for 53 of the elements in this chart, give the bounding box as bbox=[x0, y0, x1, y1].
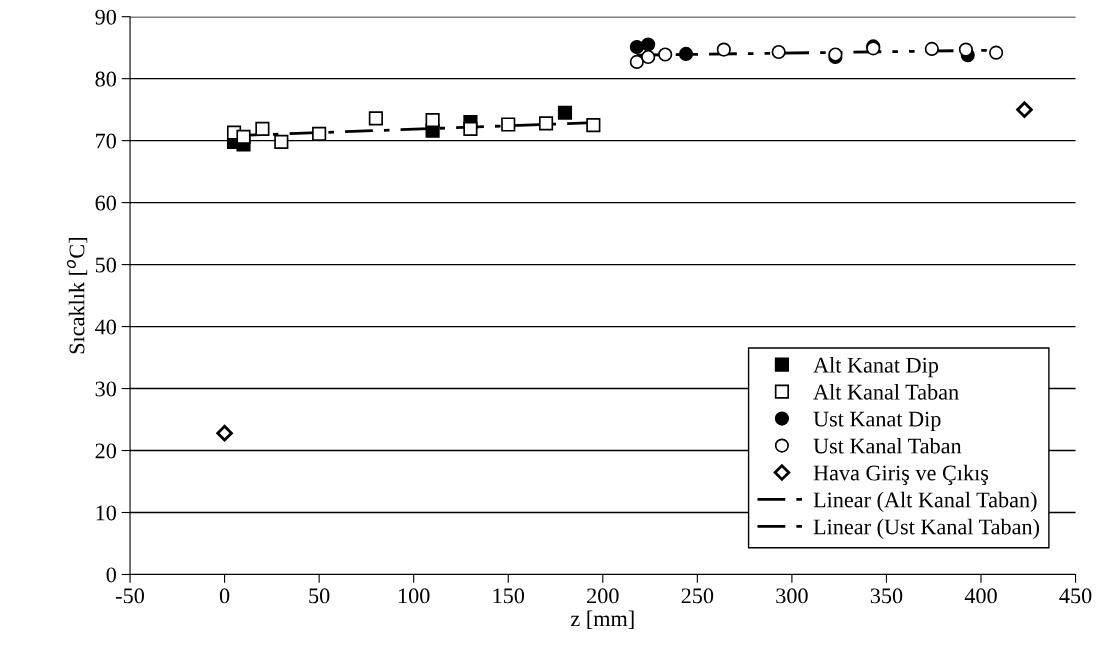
point bbox=[236, 129, 251, 145]
y-tick-label: 80 bbox=[95, 71, 116, 87]
point bbox=[716, 42, 731, 57]
y-tick-label: 60 bbox=[95, 195, 116, 211]
y-tick-label: 70 bbox=[96, 133, 116, 149]
point bbox=[538, 116, 554, 131]
point bbox=[989, 45, 1004, 60]
point bbox=[958, 42, 973, 57]
x-tick-label: 450 bbox=[1059, 588, 1092, 604]
x-tick-label: 250 bbox=[681, 588, 714, 604]
x-tick-label: 100 bbox=[398, 588, 430, 604]
point bbox=[216, 424, 233, 442]
point bbox=[924, 41, 939, 57]
y-tick-label: 10 bbox=[96, 505, 116, 521]
point bbox=[629, 39, 644, 55]
y-tick-label: 20 bbox=[95, 443, 116, 459]
y-axis-title: Sıcaklık [$^{o}$C] bbox=[67, 238, 88, 354]
y-tick-label: 0 bbox=[106, 567, 116, 583]
x-tick-label: 50 bbox=[309, 588, 330, 604]
point bbox=[557, 105, 573, 120]
point bbox=[586, 118, 601, 133]
x-tick-label: 350 bbox=[870, 588, 903, 604]
point bbox=[425, 113, 440, 128]
x-tick-label: 400 bbox=[964, 588, 997, 604]
legend-label: Alt Kanat Dip bbox=[813, 357, 939, 378]
legend-label: Alt Kanal Taban bbox=[813, 384, 959, 400]
point bbox=[463, 121, 478, 136]
legend-label: Ust Kanat Dip bbox=[813, 411, 941, 432]
legend-label: Linear (Alt Kanal Taban) bbox=[813, 491, 1037, 512]
y-tick-label: 90 bbox=[95, 9, 116, 25]
point bbox=[641, 49, 656, 65]
legend-label: Ust Kanal Taban bbox=[813, 437, 962, 454]
point bbox=[678, 46, 694, 61]
x-tick-label: 300 bbox=[776, 588, 808, 604]
x-tick-label: 0 bbox=[219, 588, 230, 604]
x-tick-label: -50 bbox=[116, 588, 144, 604]
x-tick-label: 200 bbox=[587, 588, 619, 604]
point bbox=[312, 126, 327, 141]
legend-label: Linear (Ust Kanal Taban) bbox=[813, 518, 1040, 539]
legend-label: Hava Giriş ve Çıkış bbox=[813, 464, 989, 486]
point bbox=[368, 111, 383, 126]
y-tick-label: 30 bbox=[95, 381, 116, 397]
y-tick-label: 40 bbox=[95, 319, 116, 335]
y-tick-label: 50 bbox=[95, 257, 116, 273]
point bbox=[1016, 101, 1033, 118]
point bbox=[255, 121, 270, 136]
point bbox=[771, 44, 786, 60]
point bbox=[658, 47, 673, 62]
point bbox=[501, 117, 516, 132]
point bbox=[274, 134, 289, 149]
x-axis-title: z [mm] bbox=[571, 610, 634, 629]
point bbox=[641, 37, 656, 52]
x-tick-label: 150 bbox=[493, 588, 525, 604]
